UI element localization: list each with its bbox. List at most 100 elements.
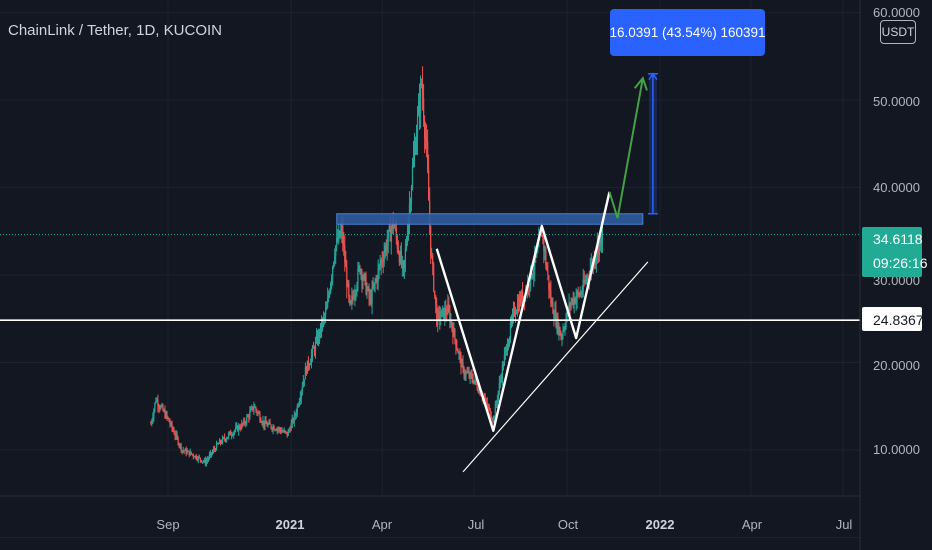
candle-body: [161, 405, 163, 407]
candle-body: [372, 287, 374, 289]
candle-body: [375, 278, 377, 282]
candle-body: [492, 418, 494, 421]
candle-body: [470, 372, 472, 375]
candle-body: [498, 382, 500, 392]
candle-body: [512, 308, 515, 314]
candle-body: [496, 399, 498, 403]
price-tick: 20.0000: [873, 358, 920, 373]
candle-body: [410, 187, 413, 205]
candle-body: [160, 406, 162, 409]
candle-body: [343, 243, 345, 247]
candle-body: [327, 298, 329, 308]
candle-body: [352, 296, 354, 298]
candle-body: [434, 290, 436, 296]
candle-body: [360, 271, 362, 273]
candle-body: [348, 282, 350, 296]
candle-body: [478, 389, 480, 393]
candle-body: [308, 364, 311, 367]
candle-body: [563, 329, 565, 331]
candle-body: [153, 409, 155, 418]
candle-body: [460, 355, 462, 368]
candle-body: [547, 270, 549, 276]
candle-body: [213, 449, 216, 451]
candle-body: [467, 372, 469, 374]
candle-body: [562, 330, 564, 336]
candle-body: [473, 380, 475, 383]
currency-button[interactable]: USDT: [880, 20, 916, 44]
candle-body: [402, 261, 404, 269]
candle-body: [315, 336, 318, 342]
candle-body: [242, 423, 244, 425]
drawings[interactable]: [0, 72, 860, 473]
candle-body: [162, 405, 164, 411]
candle-body: [571, 298, 573, 302]
candle-body: [555, 310, 557, 326]
candle-body: [341, 225, 343, 232]
candle-body: [260, 420, 262, 423]
candle-body: [252, 406, 254, 411]
candle-body: [187, 450, 189, 452]
candle-body: [335, 246, 337, 257]
candle-body: [232, 435, 234, 437]
candle-body: [317, 331, 320, 343]
candle-body: [199, 457, 201, 460]
candle-body: [171, 422, 173, 429]
candle-body: [267, 424, 269, 427]
candle-body: [170, 422, 172, 425]
candle-body: [565, 318, 567, 328]
candle-body: [376, 278, 378, 282]
candle-body: [561, 335, 563, 338]
candle-body: [192, 454, 194, 457]
candle-body: [469, 372, 471, 378]
candle-body: [336, 237, 338, 247]
candle-body: [522, 291, 524, 302]
candle-body: [566, 310, 568, 319]
candle-body: [277, 428, 279, 430]
candle-body: [487, 406, 489, 408]
candle-body: [413, 147, 416, 157]
candle-body: [165, 413, 167, 418]
candle-body: [175, 433, 177, 437]
candle-body: [183, 450, 185, 452]
candle-body: [558, 327, 560, 333]
candle-body: [414, 147, 417, 153]
candle-body: [276, 428, 278, 431]
candle-body: [189, 451, 191, 456]
candle-body: [416, 115, 419, 138]
candle-body: [517, 303, 520, 311]
candle-body: [264, 420, 266, 427]
candle-body: [597, 245, 599, 255]
projection-arrowhead: [633, 76, 648, 91]
candle-body: [365, 276, 367, 295]
candle-body: [552, 301, 554, 314]
candle-body: [391, 220, 393, 230]
candle-body: [185, 449, 187, 454]
candle-body: [584, 280, 586, 284]
candle-body: [305, 367, 308, 374]
candle-body: [256, 410, 258, 414]
candle-body: [202, 461, 204, 463]
candle-body: [346, 267, 348, 288]
candle-body: [443, 307, 445, 319]
candle-body: [362, 279, 364, 282]
candle-body: [545, 250, 547, 266]
candle-body: [163, 410, 165, 412]
candle-body: [272, 426, 274, 430]
candle-body: [430, 225, 432, 257]
candle-body: [468, 372, 470, 378]
candle-body: [286, 431, 288, 436]
candle-body: [245, 423, 247, 425]
candle-body: [222, 437, 225, 439]
candle-body: [420, 83, 423, 85]
candle-body: [193, 456, 195, 458]
candle-body: [503, 354, 506, 366]
candle-body: [395, 227, 397, 238]
candle-body: [445, 308, 447, 314]
candle-body: [497, 391, 499, 400]
time-tick: 2021: [276, 517, 305, 532]
candle-body: [506, 345, 509, 350]
candle-body: [436, 304, 438, 325]
candle-body: [322, 316, 325, 320]
candle-body: [182, 450, 184, 452]
